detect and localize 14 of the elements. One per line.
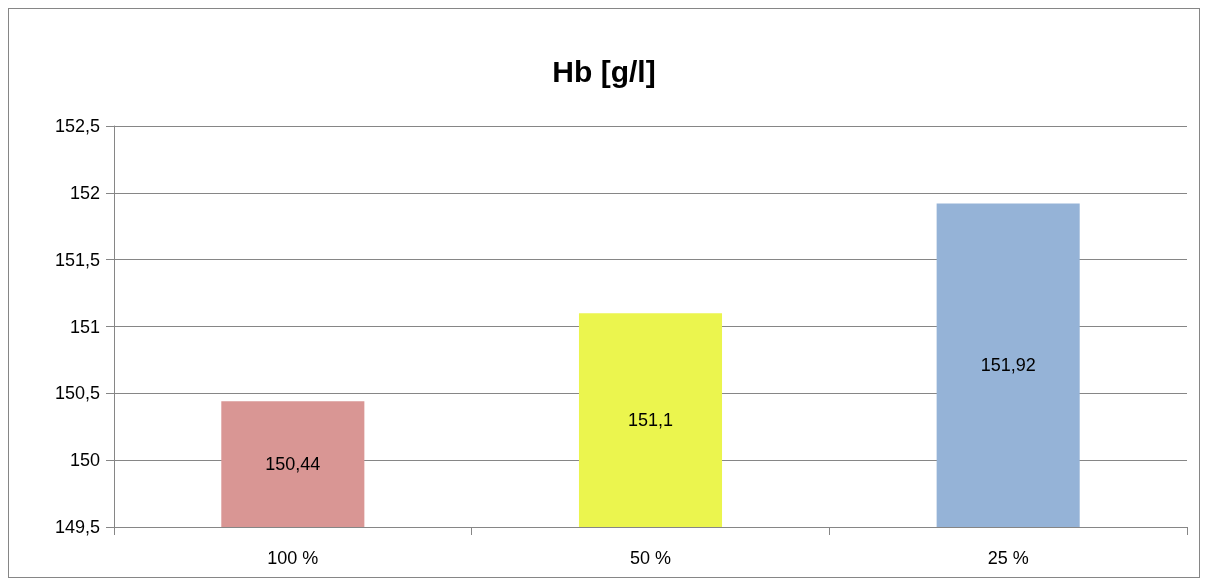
y-tick-label: 151,5 [54, 249, 100, 270]
y-tick-label: 152,5 [54, 116, 100, 136]
y-tick-label: 151 [69, 316, 100, 337]
y-tick-label: 149,5 [54, 517, 100, 537]
y-tick-label: 150 [69, 450, 100, 471]
x-tick-label: 25 % [987, 548, 1029, 568]
data-label: 151,1 [627, 410, 674, 431]
data-label: 150,44 [265, 454, 321, 475]
y-tick-label: 152 [69, 182, 100, 203]
data-label: 151,92 [980, 355, 1036, 376]
chart-title: Hb [g/l] [552, 54, 656, 88]
x-tick-label: 50 % [629, 548, 672, 568]
x-tick-label: 100 % [267, 548, 319, 568]
y-tick-label: 150,5 [54, 383, 100, 404]
